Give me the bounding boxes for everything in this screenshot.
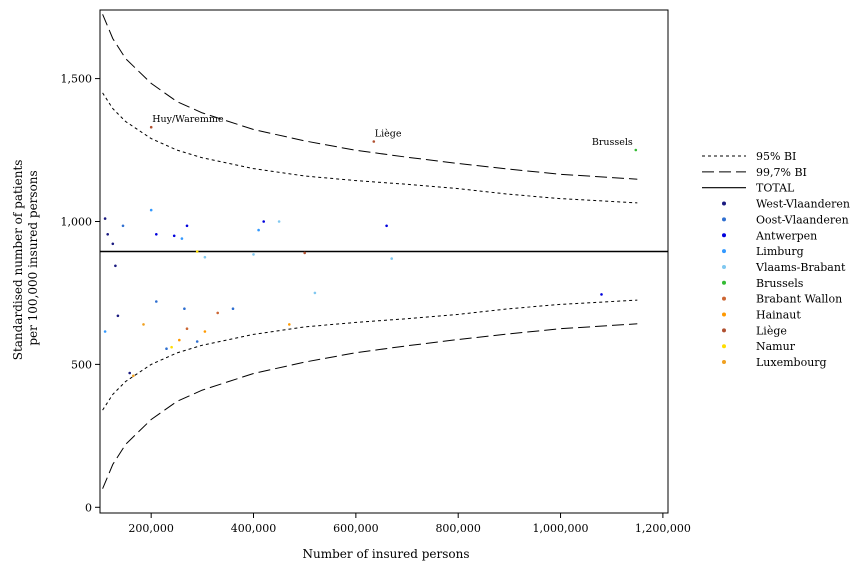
x-tick-label-3: 600,000 [333, 522, 379, 535]
legend-key-li-ge [722, 328, 726, 333]
legend-label-li-ge: Liège [756, 324, 787, 337]
point-west-vlaanderen-5 [116, 314, 120, 318]
legend-key-west-vlaanderen [722, 201, 726, 206]
legend-label-namur: Namur [756, 340, 796, 353]
point-hainaut-3 [288, 323, 291, 326]
point-antwerpen-1 [155, 233, 158, 236]
legend-label-oost-vlaanderen: Oost-Vlaanderen [756, 213, 849, 226]
point-antwerpen-2 [172, 234, 176, 238]
point-li-ge-2 [372, 140, 376, 143]
x-tick-label-1: 200,000 [128, 522, 174, 535]
point-oost-vlaanderen-2 [155, 300, 158, 303]
point-antwerpen-6 [600, 293, 603, 296]
legend-key-oost-vlaanderen [722, 217, 726, 222]
y-axis: 0 500 1,000 1,500 [61, 73, 100, 514]
legend-label-total: TOTAL [756, 182, 795, 195]
point-oost-vlaanderen-4 [183, 307, 186, 311]
legend-label-brussels: Brussels [756, 277, 804, 290]
point-antwerpen-3 [185, 224, 189, 228]
point-west-vlaanderen-3 [111, 242, 115, 246]
y-tick-label-3: 1,000 [61, 215, 93, 228]
point-luxembourg-2 [142, 323, 145, 326]
legend-label-west-vlaanderen: West-Vlaanderen [756, 198, 850, 211]
legend-key-limburg [722, 249, 726, 254]
point-oost-vlaanderen-5 [195, 340, 199, 343]
annotation-huy-waremme: Huy/Waremme [152, 114, 224, 125]
point-li-ge-1 [149, 125, 153, 129]
point-vlaams-brabant-4 [313, 291, 317, 295]
legend-label-brabant-wallon: Brabant Wallon [756, 293, 842, 306]
point-brabant-wallon-1 [185, 327, 189, 331]
legend-key-brabant-wallon [722, 296, 726, 301]
point-west-vlaanderen-4 [114, 264, 117, 268]
legend-label-hainaut: Hainaut [756, 309, 801, 322]
point-limburg-2 [149, 208, 153, 212]
annotation-brussels: Brussels [592, 137, 633, 148]
legend-label-antwerpen: Antwerpen [755, 229, 817, 242]
point-antwerpen-5 [385, 224, 388, 228]
point-vlaams-brabant-1 [203, 255, 207, 259]
point-annotations: Huy/Waremme Liège Brussels [152, 114, 633, 148]
point-brussels-1 [634, 148, 638, 152]
x-tick-label-4: 800,000 [435, 522, 481, 535]
confidence-bands [102, 14, 638, 489]
legend-label-luxembourg: Luxembourg [756, 356, 827, 369]
legend-key-vlaams-brabant [722, 264, 726, 269]
y-tick-label-4: 1,500 [61, 73, 93, 86]
legend: 95% BI 99,7% BI TOTAL West-Vlaanderen Oost-V… [702, 150, 850, 369]
data-points [103, 125, 638, 378]
point-brabant-wallon-2 [216, 311, 219, 315]
legend-key-antwerpen [722, 233, 726, 238]
point-vlaams-brabant-3 [277, 220, 281, 223]
x-axis-title: Number of insured persons [303, 547, 470, 561]
band-95-bi-upper-line [102, 92, 638, 204]
legend-key-namur [722, 344, 726, 349]
band-99-7-bi-lower-line [102, 323, 638, 489]
x-tick-label-5: 1,000,000 [533, 522, 589, 535]
x-axis: 200,000 400,000 600,000 800,000 1,000,000 1,2… [128, 513, 691, 535]
x-tick-label-2: 400,000 [231, 522, 277, 535]
point-namur-1 [170, 345, 173, 349]
point-li-ge-3 [303, 251, 307, 255]
plot-area [99, 9, 669, 514]
point-luxembourg-1 [132, 374, 135, 378]
point-oost-vlaanderen-6 [231, 307, 235, 311]
y-tick-label-2: 500 [71, 358, 92, 371]
point-west-vlaanderen-6 [128, 371, 131, 375]
point-limburg-3 [180, 237, 184, 240]
y-axis-title-line-1: Standardised number of patients [11, 160, 25, 361]
point-oost-vlaanderen-3 [165, 347, 168, 351]
point-west-vlaanderen-2 [106, 233, 109, 236]
legend-key-hainaut [722, 312, 726, 317]
point-limburg-4 [257, 228, 260, 232]
y-axis-title: Standardised number of patients per 100,… [11, 156, 40, 361]
point-hainaut-1 [178, 338, 181, 342]
legend-key-brussels [722, 280, 726, 285]
legend-label-95-bi: 95% BI [756, 150, 796, 163]
point-vlaams-brabant-2 [252, 253, 255, 256]
y-axis-title-line-2: per 100,000 insured persons [26, 170, 40, 345]
point-west-vlaanderen-1 [103, 217, 107, 220]
point-vlaams-brabant-5 [390, 257, 394, 260]
point-oost-vlaanderen-1 [121, 224, 125, 228]
y-tick-label-1: 0 [85, 501, 92, 514]
point-antwerpen-4 [262, 220, 266, 223]
band-99-7-bi-upper-line [102, 14, 638, 180]
point-hainaut-2 [203, 330, 207, 333]
legend-key-luxembourg [722, 360, 726, 365]
point-limburg-1 [103, 330, 107, 333]
legend-label-limburg: Limburg [756, 245, 804, 258]
legend-label-vlaams-brabant: Vlaams-Brabant [755, 261, 846, 274]
band-95-bi-lower-line [102, 299, 638, 411]
x-tick-label-6: 1,200,000 [635, 522, 691, 535]
annotation-li-ge: Liège [375, 129, 402, 140]
point-namur-2 [195, 250, 199, 253]
legend-label-99-7-bi: 99,7% BI [756, 166, 807, 179]
